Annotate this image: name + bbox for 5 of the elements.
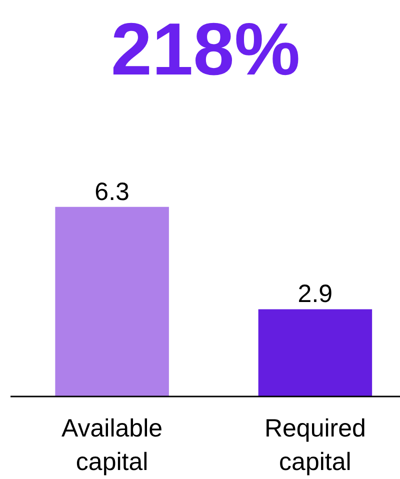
data-label: 6.3: [94, 178, 130, 206]
x-tick-label: Required capital: [264, 414, 366, 476]
data-label: 2.9: [298, 280, 333, 308]
chart-title: 218%: [110, 8, 300, 90]
x-tick-label: Available capital: [62, 414, 163, 476]
